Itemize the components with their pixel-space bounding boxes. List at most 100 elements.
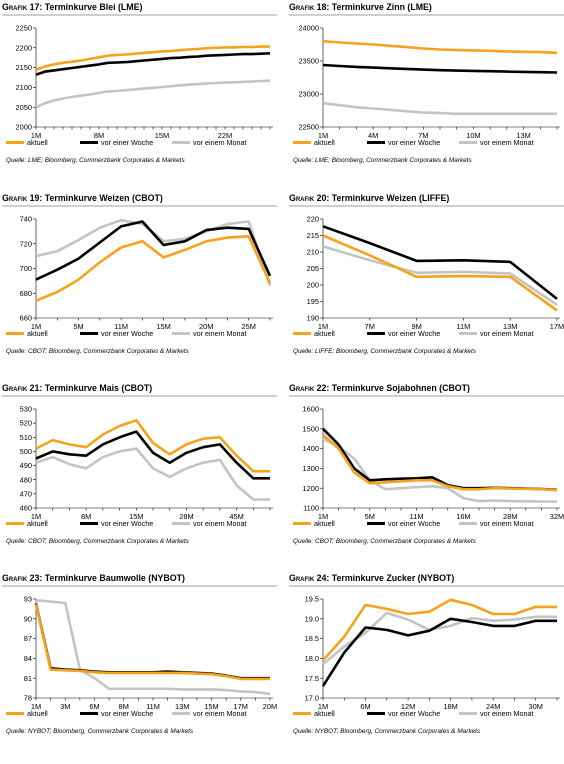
legend-label: aktuell [27, 519, 48, 528]
legend-label: vor einem Monat [480, 329, 534, 338]
series-line-vor-einer-woche [322, 63, 558, 74]
legend-item: vor einer Woche [367, 709, 440, 718]
x-tick-label: 30M [529, 702, 543, 711]
x-tick-label: 28M [503, 512, 517, 521]
chart-title: Grafik 19: Terminkurve Weizen (CBOT) [2, 193, 163, 203]
legend-item: aktuell [6, 329, 48, 338]
y-tick-label: 2200 [16, 43, 32, 52]
legend-label: aktuell [314, 519, 335, 528]
series-line-aktuell [322, 598, 557, 662]
chart-title-text: Terminkurve Sojabohnen (CBOT) [331, 383, 470, 393]
series-line-vor-einem-monat [35, 218, 272, 287]
series-line-vor-einem-monat [322, 245, 558, 306]
legend-item: aktuell [293, 329, 335, 338]
chart-title-separator: : [39, 383, 45, 393]
legend-item: vor einer Woche [80, 519, 153, 528]
legend-label: vor einer Woche [101, 329, 154, 338]
chart-title-text: Terminkurve Blei (LME) [44, 2, 143, 12]
chart-title: Grafik 20: Terminkurve Weizen (LIFFE) [289, 193, 449, 203]
x-tick-label: 20M [199, 322, 213, 331]
legend-swatch [80, 332, 98, 335]
legend-label: vor einem Monat [480, 709, 534, 718]
y-tick-label: 78 [24, 694, 32, 703]
chart-title-text: Terminkurve Zucker (NYBOT) [331, 573, 455, 583]
y-tick-label: 200 [307, 281, 319, 290]
x-tick-label: 18M [443, 702, 457, 711]
legend-label: vor einer Woche [388, 138, 441, 147]
legend-swatch [367, 712, 385, 715]
chart-legend: aktuell vor einer Woche vor einem Monat [2, 519, 277, 531]
y-tick-label: 220 [307, 215, 319, 224]
legend-swatch [172, 141, 190, 144]
chart-source: Quelle: CBOT; Bloomberg, Commerzbank Cor… [6, 538, 189, 545]
legend-item: vor einer Woche [80, 138, 153, 147]
legend-label: vor einer Woche [101, 138, 154, 147]
legend-swatch [367, 522, 385, 525]
y-tick-label: 680 [20, 289, 32, 298]
legend-swatch [6, 141, 24, 144]
x-tick-label: 13M [175, 702, 189, 711]
y-tick-label: 195 [307, 297, 319, 306]
line-chart-24: 17.0 17.5 18.0 18.5 19.0 19.5 1M 6M 12M 18M 24M 30M [305, 595, 560, 711]
legend-item: aktuell [6, 138, 48, 147]
x-tick-label: 8M [81, 512, 91, 521]
y-tick-label: 24000 [298, 24, 319, 33]
legend-item: vor einem Monat [459, 329, 534, 338]
legend-item: vor einer Woche [367, 138, 440, 147]
chart-title-prefix: Grafik [289, 193, 317, 203]
chart-title-separator: : [39, 193, 45, 203]
legend-swatch [367, 141, 385, 144]
series-line-vor-einer-woche [321, 617, 557, 687]
y-tick-label: 2250 [16, 24, 32, 33]
chart-number: 23 [29, 573, 40, 583]
x-tick-label: 11M [456, 322, 470, 331]
y-tick-label: 215 [307, 231, 319, 240]
chart-title: Grafik 18: Terminkurve Zinn (LME) [289, 2, 432, 12]
title-rule [2, 585, 277, 587]
series-line-vor-einem-monat [322, 437, 558, 503]
title-rule [289, 205, 564, 207]
chart-panel-18: Grafik 18: Terminkurve Zinn (LME) 22500 23… [289, 2, 564, 192]
chart-title-prefix: Grafik [2, 383, 30, 393]
chart-number: 20 [316, 193, 327, 203]
legend-item: vor einer Woche [80, 329, 153, 338]
x-tick-label: 13M [503, 322, 517, 331]
y-tick-label: 19.5 [305, 595, 319, 604]
series-line-vor-einer-woche [322, 427, 558, 492]
legend-label: aktuell [314, 329, 335, 338]
x-tick-label: 16M [456, 512, 470, 521]
chart-source: Quelle: CBOT; Bloomberg, Commerzbank Cor… [293, 538, 476, 545]
legend-swatch [6, 332, 24, 335]
x-tick-label: 12M [401, 702, 415, 711]
x-tick-label: 1M [318, 322, 328, 331]
y-tick-label: 720 [20, 239, 32, 248]
legend-swatch [172, 332, 190, 335]
title-rule [2, 395, 277, 397]
x-tick-label: 15M [156, 322, 170, 331]
x-tick-label: 8M [119, 702, 129, 711]
legend-item: aktuell [293, 519, 335, 528]
chart-number: 17 [29, 2, 40, 12]
legend-item: vor einer Woche [80, 709, 153, 718]
chart-title-separator: : [326, 193, 332, 203]
x-tick-label: 45M [229, 512, 243, 521]
y-tick-label: 17.0 [305, 694, 319, 703]
chart-panel-23: Grafik 23: Terminkurve Baumwolle (NYBOT)… [2, 573, 277, 763]
chart-legend: aktuell vor einer Woche vor einem Monat [289, 329, 564, 341]
title-rule [289, 585, 564, 587]
x-tick-label: 5M [365, 512, 375, 521]
x-tick-label: 25M [242, 322, 256, 331]
chart-source: Quelle: CBOT; Bloomberg, Commerzbank Cor… [6, 348, 189, 355]
chart-number: 22 [316, 383, 327, 393]
chart-panel-24: Grafik 24: Terminkurve Zucker (NYBOT) 17.… [289, 573, 564, 763]
legend-swatch [367, 332, 385, 335]
legend-label: vor einem Monat [193, 329, 247, 338]
x-tick-label: 6M [360, 702, 370, 711]
legend-item: vor einem Monat [172, 138, 247, 147]
series-line-vor-einer-woche [35, 52, 271, 76]
x-tick-label: 6M [89, 702, 99, 711]
legend-item: vor einem Monat [459, 138, 534, 147]
x-tick-label: 20M [263, 702, 277, 711]
x-tick-label: 22M [218, 131, 232, 140]
series-line-aktuell [34, 604, 270, 681]
